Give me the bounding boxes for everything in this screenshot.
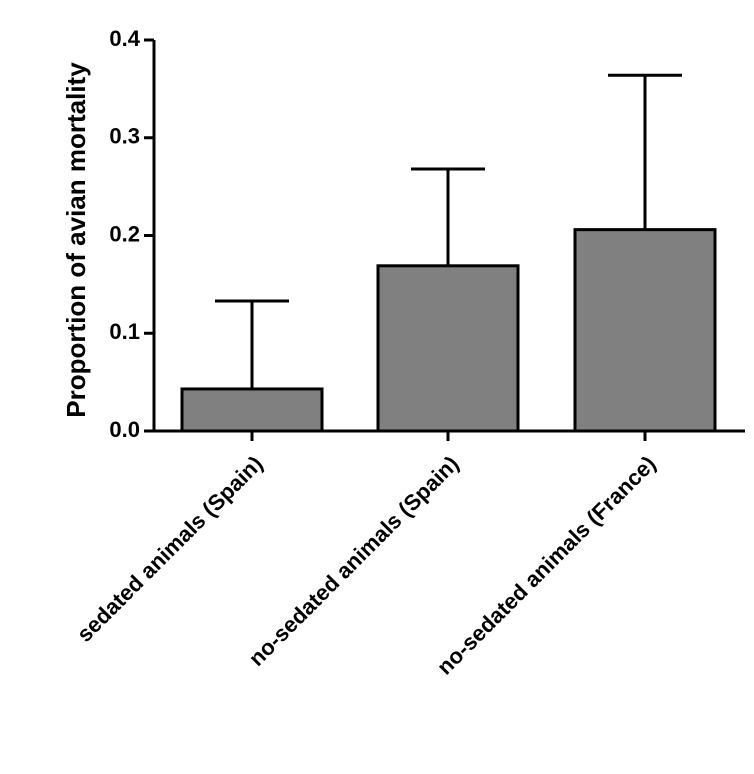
bar xyxy=(180,387,324,433)
y-tick-label: 0.1 xyxy=(109,319,140,344)
error-bars xyxy=(215,73,682,389)
category-labels: sedated animals (Spain)no-sedated animal… xyxy=(72,451,661,680)
x-category-label: no-sedated animals (France) xyxy=(432,451,661,680)
x-category-label: no-sedated animals (Spain) xyxy=(244,451,464,671)
bars xyxy=(180,228,717,433)
y-tick-label: 0.4 xyxy=(109,26,140,51)
y-tick-label: 0.2 xyxy=(109,221,140,246)
x-category-label: sedated animals (Spain) xyxy=(72,451,268,647)
bar xyxy=(573,228,717,433)
bar xyxy=(376,264,520,433)
y-axis: 0.0 0.1 0.2 0.3 0.4 xyxy=(109,26,156,442)
y-tick-label: 0.0 xyxy=(109,417,140,442)
y-tick-label: 0.3 xyxy=(109,124,140,149)
y-axis-title: Proportion of avian mortality xyxy=(61,62,91,418)
